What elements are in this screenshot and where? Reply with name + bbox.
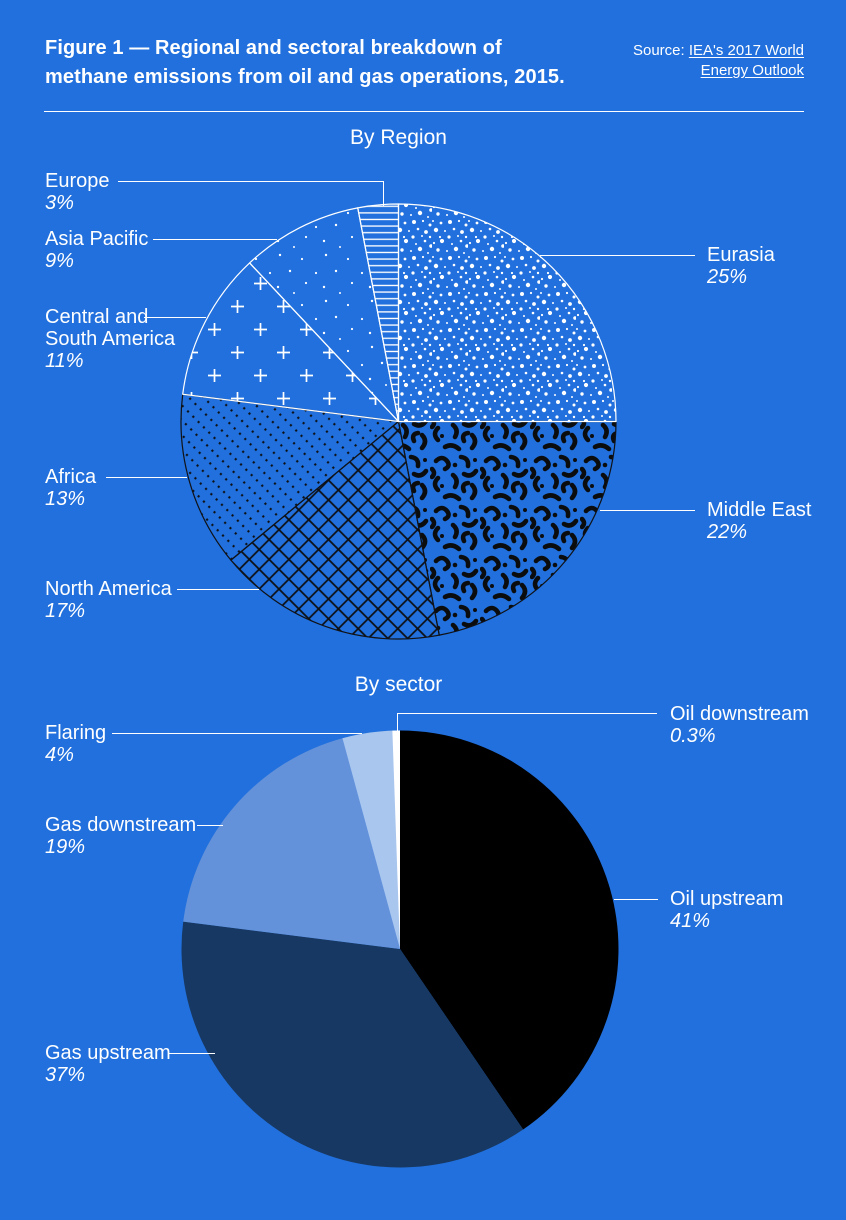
pie-slice-flaring <box>342 730 400 949</box>
label-eurasia-value: 25% <box>707 266 748 288</box>
leader-flaring <box>112 733 362 734</box>
pie-slice-asia-pacific <box>249 207 400 423</box>
leader-europe <box>118 181 383 182</box>
header-divider <box>44 111 804 112</box>
label-asia-pacific: Asia Pacific 9% <box>45 228 148 272</box>
leader-middle-east <box>600 510 695 511</box>
leader-north-america <box>177 589 259 590</box>
leader-oil-downstream-elbow <box>397 713 398 731</box>
label-gas-upstream: Gas upstream 37% <box>45 1042 171 1086</box>
label-asia-pacific-name: Asia Pacific <box>45 228 149 250</box>
label-eurasia-name: Eurasia <box>707 244 775 266</box>
region-pie-chart <box>180 203 617 640</box>
label-europe-value: 3% <box>45 192 74 214</box>
leader-gas-downstream <box>197 825 223 826</box>
leader-oil-upstream <box>614 899 658 900</box>
figure-title: Figure 1 — Regional and sectoral breakdo… <box>45 37 565 88</box>
label-north-america: North America 17% <box>45 578 172 622</box>
pie-slice-europe <box>357 203 400 423</box>
label-flaring-value: 4% <box>45 744 74 766</box>
pie-slice-africa <box>180 393 400 561</box>
label-gas-upstream-name: Gas upstream <box>45 1042 171 1064</box>
label-oil-upstream: Oil upstream 41% <box>670 888 783 932</box>
label-africa-value: 13% <box>45 488 86 510</box>
label-oil-downstream-name: Oil downstream <box>670 703 809 725</box>
label-flaring: Flaring 4% <box>45 722 106 766</box>
label-gas-upstream-value: 37% <box>45 1064 86 1086</box>
label-asia-pacific-value: 9% <box>45 250 74 272</box>
pie-slice-oil-upstream <box>400 730 619 1130</box>
label-middle-east-name: Middle East <box>707 499 812 521</box>
label-gas-downstream-value: 19% <box>45 836 86 858</box>
sector-chart-title: By sector <box>354 673 443 696</box>
leader-gas-upstream <box>168 1053 215 1054</box>
label-north-america-value: 17% <box>45 600 86 622</box>
label-europe-name: Europe <box>45 170 110 192</box>
pie-slice-north-america <box>230 420 440 640</box>
label-gas-downstream-name: Gas downstream <box>45 814 197 836</box>
label-middle-east-value: 22% <box>707 521 748 543</box>
leader-europe-elbow <box>383 181 384 206</box>
sector-pie-chart <box>181 730 619 1168</box>
label-africa: Africa 13% <box>45 466 96 510</box>
pie-slice-gas-downstream <box>183 738 400 949</box>
pie-slice-oil-downstream <box>392 730 400 949</box>
label-oil-downstream-value: 0.3% <box>670 725 716 747</box>
leader-africa <box>106 477 187 478</box>
label-north-america-name: North America <box>45 578 172 600</box>
pie-slice-middle-east <box>397 420 617 636</box>
label-oil-upstream-value: 41% <box>670 910 711 932</box>
label-flaring-name: Flaring <box>45 722 107 744</box>
pie-slice-gas-upstream <box>181 921 524 1168</box>
pie-slice-central-and-south-america <box>182 262 400 423</box>
leader-oil-downstream <box>397 713 657 714</box>
label-oil-upstream-name: Oil upstream <box>670 888 784 910</box>
label-gas-downstream: Gas downstream 19% <box>45 814 196 858</box>
label-central-south-america-name: Central and South America <box>45 306 176 350</box>
label-central-south-america-value: 11% <box>45 350 84 372</box>
leader-central-south-america <box>144 317 206 318</box>
leader-eurasia <box>540 255 695 256</box>
source-prefix: Source: <box>632 42 685 59</box>
label-oil-downstream: Oil downstream 0.3% <box>670 703 809 747</box>
label-eurasia: Eurasia 25% <box>707 244 775 288</box>
pie-slice-eurasia <box>397 203 617 423</box>
label-europe: Europe 3% <box>45 170 110 214</box>
leader-asia-pacific <box>153 239 277 240</box>
label-africa-name: Africa <box>45 466 97 488</box>
source-link[interactable]: IEA's 2017 World Energy Outlook <box>688 42 804 79</box>
label-middle-east: Middle East 22% <box>707 499 812 543</box>
region-chart-title: By Region <box>350 126 447 149</box>
source-note: Source: IEA's 2017 World Energy Outlook <box>629 41 804 81</box>
label-central-south-america: Central and South America 11% <box>45 306 195 372</box>
